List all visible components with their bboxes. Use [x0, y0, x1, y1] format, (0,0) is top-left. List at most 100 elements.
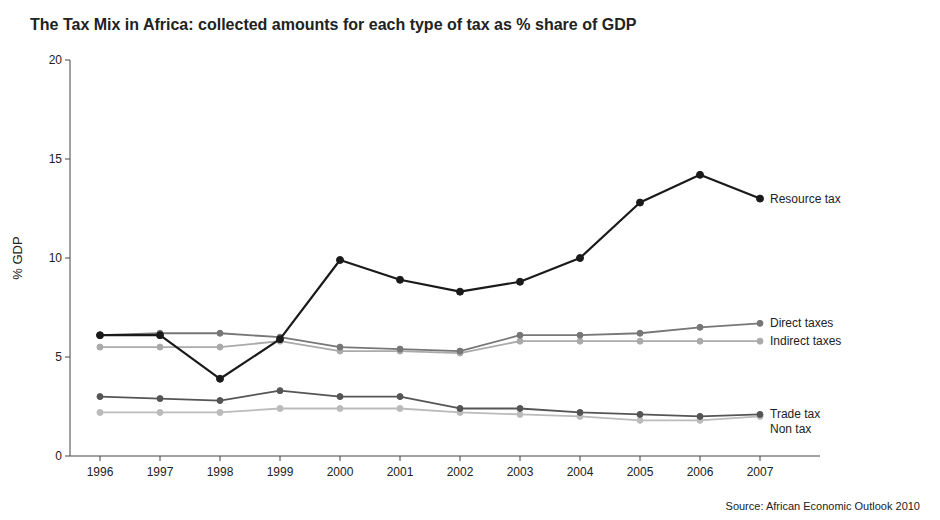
y-tick-label: 0 [55, 449, 62, 463]
x-tick [520, 456, 521, 461]
marker [397, 394, 403, 400]
marker [637, 199, 644, 206]
series [97, 338, 763, 356]
marker [97, 332, 103, 338]
marker [277, 336, 284, 343]
marker [757, 411, 763, 417]
line [100, 391, 760, 417]
marker [97, 394, 103, 400]
x-tick-label: 2006 [687, 465, 714, 479]
y-axis-label: % GDP [10, 236, 25, 279]
marker [217, 375, 224, 382]
marker [397, 276, 404, 283]
marker [757, 195, 764, 202]
marker [457, 405, 463, 411]
marker [217, 409, 223, 415]
marker [157, 344, 163, 350]
marker [577, 255, 584, 262]
marker [337, 344, 343, 350]
x-tick [340, 456, 341, 461]
marker [697, 171, 704, 178]
series-label: Direct taxes [770, 316, 833, 330]
y-tick [65, 159, 70, 160]
marker [277, 405, 283, 411]
marker [697, 413, 703, 419]
line [100, 341, 760, 353]
x-tick-label: 1997 [147, 465, 174, 479]
x-tick [100, 456, 101, 461]
x-tick-label: 2000 [327, 465, 354, 479]
marker [697, 324, 703, 330]
marker [97, 332, 104, 339]
x-tick [580, 456, 581, 461]
marker [337, 256, 344, 263]
marker [157, 409, 163, 415]
marker [517, 405, 523, 411]
y-tick [65, 357, 70, 358]
marker [637, 338, 643, 344]
series [97, 171, 764, 382]
series-label: Non tax [770, 422, 811, 436]
x-tick [160, 456, 161, 461]
series-label: Trade tax [770, 407, 820, 421]
y-tick-label: 10 [49, 251, 63, 265]
chart: The Tax Mix in Africa: collected amounts… [0, 0, 940, 520]
x-tick [460, 456, 461, 461]
marker [217, 344, 223, 350]
marker [757, 320, 763, 326]
marker [517, 411, 523, 417]
x-tick-label: 2004 [567, 465, 594, 479]
x-tick-label: 2007 [747, 465, 774, 479]
marker [457, 288, 464, 295]
y-tick [65, 456, 70, 457]
marker [337, 394, 343, 400]
x-tick-label: 1996 [87, 465, 114, 479]
line [100, 323, 760, 351]
marker [97, 409, 103, 415]
marker [577, 409, 583, 415]
marker [577, 338, 583, 344]
marker [397, 405, 403, 411]
x-tick [220, 456, 221, 461]
x-tick-label: 2003 [507, 465, 534, 479]
series [97, 320, 763, 354]
y-tick-label: 20 [49, 53, 63, 67]
marker [637, 330, 643, 336]
y-tick [65, 258, 70, 259]
marker [637, 417, 643, 423]
series [97, 388, 763, 420]
x-tick [400, 456, 401, 461]
marker [157, 332, 164, 339]
marker [517, 338, 523, 344]
title: The Tax Mix in Africa: collected amounts… [30, 16, 637, 33]
x-tick [760, 456, 761, 461]
x-tick [700, 456, 701, 461]
marker [217, 330, 223, 336]
x-tick-label: 1999 [267, 465, 294, 479]
line [100, 175, 760, 379]
y-tick [65, 60, 70, 61]
marker [217, 398, 223, 404]
marker [637, 411, 643, 417]
marker [397, 346, 403, 352]
marker [277, 388, 283, 394]
x-axis [70, 456, 820, 457]
marker [697, 338, 703, 344]
x-tick [280, 456, 281, 461]
background [0, 0, 940, 520]
marker [757, 338, 763, 344]
marker [517, 332, 523, 338]
marker [157, 396, 163, 402]
x-tick-label: 2005 [627, 465, 654, 479]
y-tick-label: 15 [49, 152, 63, 166]
x-tick-label: 1998 [207, 465, 234, 479]
marker [457, 348, 463, 354]
plot-area [97, 171, 764, 423]
marker [577, 332, 583, 338]
x-tick [640, 456, 641, 461]
marker [97, 344, 103, 350]
marker [517, 278, 524, 285]
series-label: Indirect taxes [770, 334, 841, 348]
x-tick-label: 2001 [387, 465, 414, 479]
x-tick-label: 2002 [447, 465, 474, 479]
